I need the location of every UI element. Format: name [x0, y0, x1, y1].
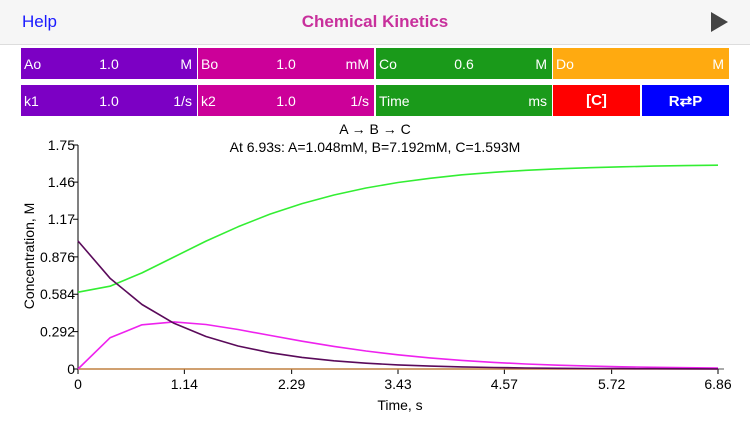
- reactant-product-button[interactable]: R⇄P: [642, 85, 729, 116]
- k1-unit: 1/s: [173, 93, 192, 109]
- co-field[interactable]: Co 0.6 M: [376, 48, 552, 79]
- top-bar: Help Chemical Kinetics: [0, 0, 750, 45]
- x-tick-label: 3.43: [384, 376, 411, 392]
- bo-label: Bo: [201, 56, 219, 72]
- bo-value: 1.0: [276, 56, 296, 72]
- y-tick-label: 1.46: [48, 174, 75, 190]
- ao-value: 1.0: [99, 56, 119, 72]
- do-field[interactable]: Do M: [553, 48, 729, 79]
- chart-subtitle: At 6.93s: A=1.048mM, B=7.192mM, C=1.593M: [229, 139, 521, 155]
- app-title: Chemical Kinetics: [301, 12, 449, 31]
- concentration-button[interactable]: [C]: [553, 85, 640, 116]
- co-label: Co: [379, 56, 397, 72]
- ao-label: Ao: [24, 56, 42, 72]
- series-b-line: [77, 321, 719, 370]
- y-tick-label: 0.584: [40, 286, 75, 302]
- time-field[interactable]: Time ms: [376, 85, 552, 116]
- series-c-line: [77, 164, 719, 293]
- x-tick-label: 1.14: [171, 376, 198, 392]
- y-tick-label: 0: [67, 361, 75, 377]
- x-tick-label: 2.29: [278, 376, 305, 392]
- y-tick-label: 1.75: [48, 137, 75, 153]
- help-button[interactable]: Help: [22, 12, 57, 31]
- x-axis-label: Time, s: [377, 397, 422, 413]
- k2-field[interactable]: k2 1.0 1/s: [198, 85, 374, 116]
- y-tick-label: 1.17: [48, 211, 75, 227]
- x-tick-label: 6.86: [704, 376, 731, 392]
- x-tick-label: 4.57: [491, 376, 518, 392]
- series-a-line: [77, 240, 719, 370]
- bo-unit: mM: [345, 56, 369, 72]
- k2-label: k2: [201, 93, 216, 109]
- do-unit: M: [712, 56, 724, 72]
- y-axis-label: Concentration, M: [21, 203, 37, 310]
- y-tick-label: 0.876: [40, 249, 75, 265]
- k1-label: k1: [24, 93, 39, 109]
- time-unit: ms: [528, 93, 547, 109]
- time-label: Time: [379, 93, 410, 109]
- x-tick-label: 0: [74, 376, 82, 392]
- play-icon[interactable]: [711, 12, 728, 32]
- bo-field[interactable]: Bo 1.0 mM: [198, 48, 374, 79]
- k2-value: 1.0: [276, 93, 296, 109]
- y-tick-label: 0.292: [40, 324, 75, 340]
- k1-field[interactable]: k1 1.0 1/s: [21, 85, 197, 116]
- chart-title: A → B → C: [339, 121, 411, 137]
- do-label: Do: [556, 56, 574, 72]
- co-value: 0.6: [454, 56, 474, 72]
- co-unit: M: [535, 56, 547, 72]
- x-tick-label: 5.72: [598, 376, 625, 392]
- ao-unit: M: [180, 56, 192, 72]
- ao-field[interactable]: Ao 1.0 M: [21, 48, 197, 79]
- k1-value: 1.0: [99, 93, 119, 109]
- k2-unit: 1/s: [350, 93, 369, 109]
